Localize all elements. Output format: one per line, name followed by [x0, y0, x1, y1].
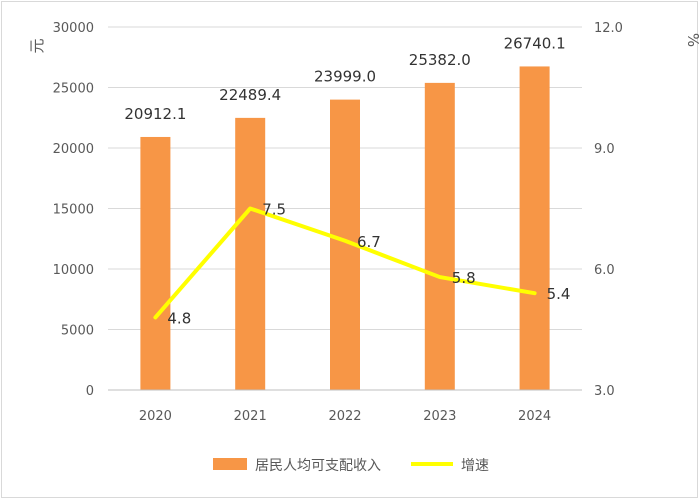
legend-bar-swatch	[213, 458, 247, 470]
bar	[424, 82, 455, 390]
line-data-labels: 4.8 7.5 6.7 5.8 5.4	[167, 201, 570, 328]
legend-bar-label: 居民人均可支配收入	[255, 458, 381, 474]
x-tick-label: 2021	[234, 409, 267, 424]
gridlines	[108, 26, 582, 330]
growth-value-label: 5.4	[547, 285, 571, 303]
left-tick-label: 25000	[53, 82, 94, 97]
left-tick-label: 5000	[61, 324, 94, 339]
growth-value-label: 5.8	[452, 269, 476, 287]
x-tick-label: 2020	[139, 409, 172, 424]
line-series	[153, 206, 537, 320]
right-axis-unit: %	[684, 33, 700, 47]
legend-line-label: 增速	[461, 458, 489, 474]
bar-value-label: 25382.0	[409, 51, 471, 69]
bar	[519, 66, 550, 390]
left-tick-label: 30000	[53, 21, 94, 36]
bar-value-label: 20912.1	[124, 105, 186, 123]
growth-value-label: 6.7	[357, 233, 381, 251]
bar-value-label: 26740.1	[504, 34, 566, 52]
right-tick-label: 6.0	[594, 263, 615, 278]
left-axis-unit: 元	[28, 38, 46, 53]
left-tick-label: 15000	[53, 203, 94, 218]
bar-value-label: 22489.4	[219, 86, 281, 104]
x-tick-label: 2024	[518, 409, 551, 424]
x-tick-label: 2022	[328, 409, 361, 424]
right-tick-label: 9.0	[594, 142, 615, 157]
legend: 居民人均可支配收入 增速	[213, 458, 489, 474]
growth-value-label: 7.5	[262, 201, 286, 219]
right-axis-ticks: 3.0 6.0 9.0 12.0	[594, 21, 623, 399]
left-tick-label: 0	[86, 384, 94, 399]
left-tick-label: 20000	[53, 142, 94, 157]
bar-data-labels: 20912.1 22489.4 23999.0 25382.0 26740.1	[124, 34, 565, 123]
right-tick-label: 3.0	[594, 384, 615, 399]
x-axis-ticks: 2020 2021 2022 2023 2024	[139, 409, 551, 424]
bar	[235, 117, 266, 390]
bar	[140, 136, 171, 390]
left-tick-label: 10000	[53, 263, 94, 278]
growth-value-label: 4.8	[167, 309, 191, 327]
x-tick-label: 2023	[423, 409, 456, 424]
left-axis-ticks: 0 5000 10000 15000 20000 25000 30000	[53, 21, 94, 399]
bar-value-label: 23999.0	[314, 68, 376, 86]
bar-series	[140, 66, 550, 391]
right-tick-label: 12.0	[594, 21, 623, 36]
